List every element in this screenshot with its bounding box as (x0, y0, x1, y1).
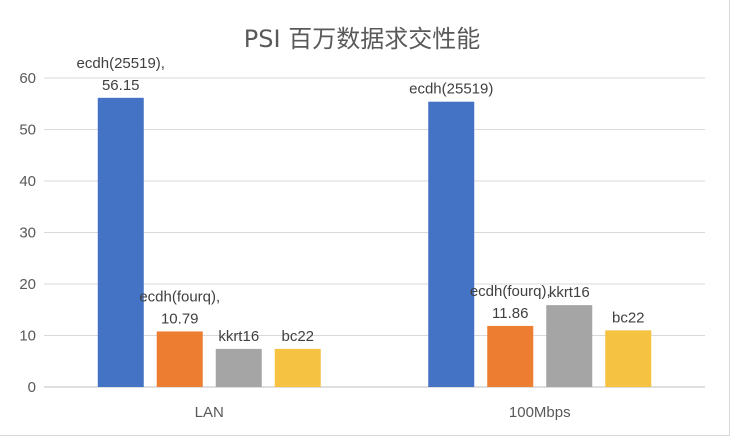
bar-ecdh(fourq)-LAN (156, 331, 203, 387)
bar-kkrt16-100Mbps (546, 305, 593, 387)
bar-kkrt16-LAN (215, 348, 262, 387)
y-tick-label: 20 (19, 276, 36, 293)
bar-ecdh(fourq)-100Mbps (487, 325, 534, 387)
data-label: ecdh(fourq), (139, 288, 220, 305)
data-label: 10.79 (161, 310, 199, 327)
data-label: kkrt16 (218, 328, 259, 345)
bars (97, 97, 652, 387)
bar-bc22-100Mbps (605, 330, 652, 387)
y-axis-ticks: 0 10 20 30 40 50 60 (19, 70, 36, 396)
y-tick-label: 50 (19, 122, 36, 139)
x-category-label: 100Mbps (509, 404, 571, 421)
data-label: ecdh(25519) (409, 81, 493, 98)
data-label: bc22 (612, 309, 645, 326)
y-tick-label: 40 (19, 173, 36, 190)
data-label: ecdh(fourq), (470, 283, 551, 300)
data-label: bc22 (281, 328, 314, 345)
data-label: ecdh(25519), (77, 55, 165, 72)
data-labels: ecdh(25519), 56.15 ecdh(fourq), 10.79 kkrt16… (77, 55, 645, 345)
gridlines (44, 77, 705, 388)
data-label: kkrt16 (549, 284, 590, 301)
y-tick-label: 60 (19, 70, 36, 87)
bar-bc22-LAN (274, 348, 321, 387)
data-label: 56.15 (102, 77, 140, 94)
chart-title: PSI 百万数据求交性能 (244, 25, 480, 53)
y-tick-label: 30 (19, 225, 36, 242)
y-tick-label: 10 (19, 328, 36, 345)
y-tick-label: 0 (28, 379, 36, 396)
bar-ecdh(25519)-LAN (97, 97, 144, 387)
x-axis-categories: LAN 100Mbps (195, 404, 571, 421)
bar-ecdh(25519)-100Mbps (428, 101, 475, 387)
x-category-label: LAN (195, 404, 224, 421)
data-label: 11.86 (492, 305, 528, 322)
